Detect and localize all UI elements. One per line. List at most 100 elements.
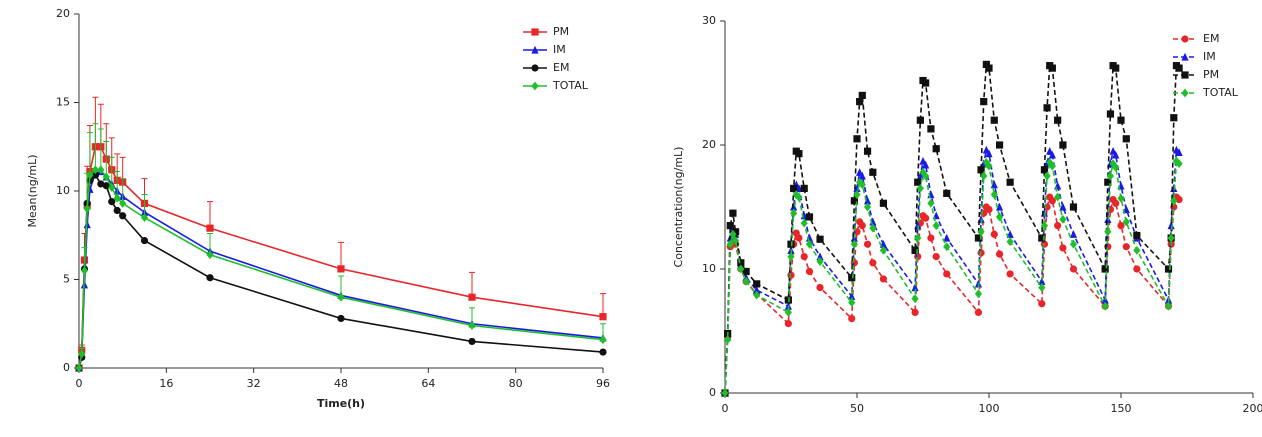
marker [916,184,924,193]
marker [1175,64,1183,72]
error-bar [97,128,104,170]
marker [800,218,808,228]
marker [985,149,993,158]
marker [1181,71,1189,79]
marker [1170,196,1178,206]
marker [914,178,922,186]
marker [943,270,951,278]
marker [468,293,476,301]
marker [1048,161,1056,171]
marker [850,197,858,205]
marker [1133,246,1141,255]
marker [102,182,110,190]
marker [1104,227,1112,237]
marker [140,213,149,222]
marker [1117,222,1125,230]
legend-label: EM [1203,32,1219,45]
marker [911,246,919,254]
marker [753,280,761,288]
marker [1106,110,1115,118]
x-tick-label: 96 [596,377,610,390]
marker [1059,141,1067,149]
marker [1112,162,1120,172]
legend-label: IM [1203,50,1216,63]
marker [869,168,877,176]
marker [80,266,89,276]
marker [97,165,105,175]
marker [1038,277,1046,285]
marker [1059,215,1067,224]
marker [1006,178,1014,186]
marker [729,209,737,217]
marker [914,233,922,243]
marker [337,314,345,323]
x-axis-label: Time(h) [317,397,365,410]
marker [853,184,861,192]
marker [731,228,740,236]
marker [995,202,1004,211]
marker [742,277,750,286]
marker [724,335,732,345]
marker [1170,184,1178,192]
marker [911,294,919,304]
x-tick-label: 100 [979,402,1000,415]
marker [97,180,105,188]
marker [1054,116,1062,124]
marker [1181,52,1189,61]
marker [974,289,983,299]
marker [742,267,750,276]
legend-label: TOTAL [1202,86,1239,99]
marker [858,171,866,180]
error-bar [119,156,126,183]
marker [1133,231,1141,240]
marker [726,222,734,230]
error-bar [338,241,344,269]
marker [990,190,998,199]
marker [869,259,877,267]
marker [1038,234,1046,242]
marker [91,171,99,179]
marker [982,157,990,167]
y-tick-label: 0 [709,386,716,399]
marker [800,253,808,261]
marker [974,234,983,242]
legend-label: EM [553,61,569,74]
marker [1122,135,1130,143]
marker [943,242,951,252]
marker [206,274,214,282]
error-bar [114,171,121,199]
marker [1043,171,1051,181]
marker [731,236,740,245]
error-bar [469,271,475,298]
marker [985,161,993,171]
marker [1101,301,1109,311]
marker [787,252,795,261]
marker [795,192,803,202]
x-tick-label: 32 [247,377,261,390]
y-tick-label: 20 [702,138,716,151]
error-bar [600,293,606,317]
x-tick-label: 150 [1111,402,1132,415]
y-axis-label: Concentration(ng/mL) [672,147,685,268]
marker [1048,150,1056,159]
marker [1172,156,1181,166]
marker [790,184,798,192]
marker [1059,202,1067,211]
marker [119,198,127,208]
marker [1170,114,1178,122]
marker [599,335,607,345]
marker [1054,192,1062,202]
marker [879,199,887,207]
marker [856,177,864,187]
marker [75,363,83,373]
x-tick-label: 200 [1243,402,1262,415]
marker [932,253,940,261]
x-tick-label: 64 [421,377,435,390]
marker [879,246,887,255]
marker [1048,64,1056,72]
marker [790,202,798,211]
marker [1038,283,1046,292]
marker [140,236,149,245]
marker [1133,265,1141,273]
